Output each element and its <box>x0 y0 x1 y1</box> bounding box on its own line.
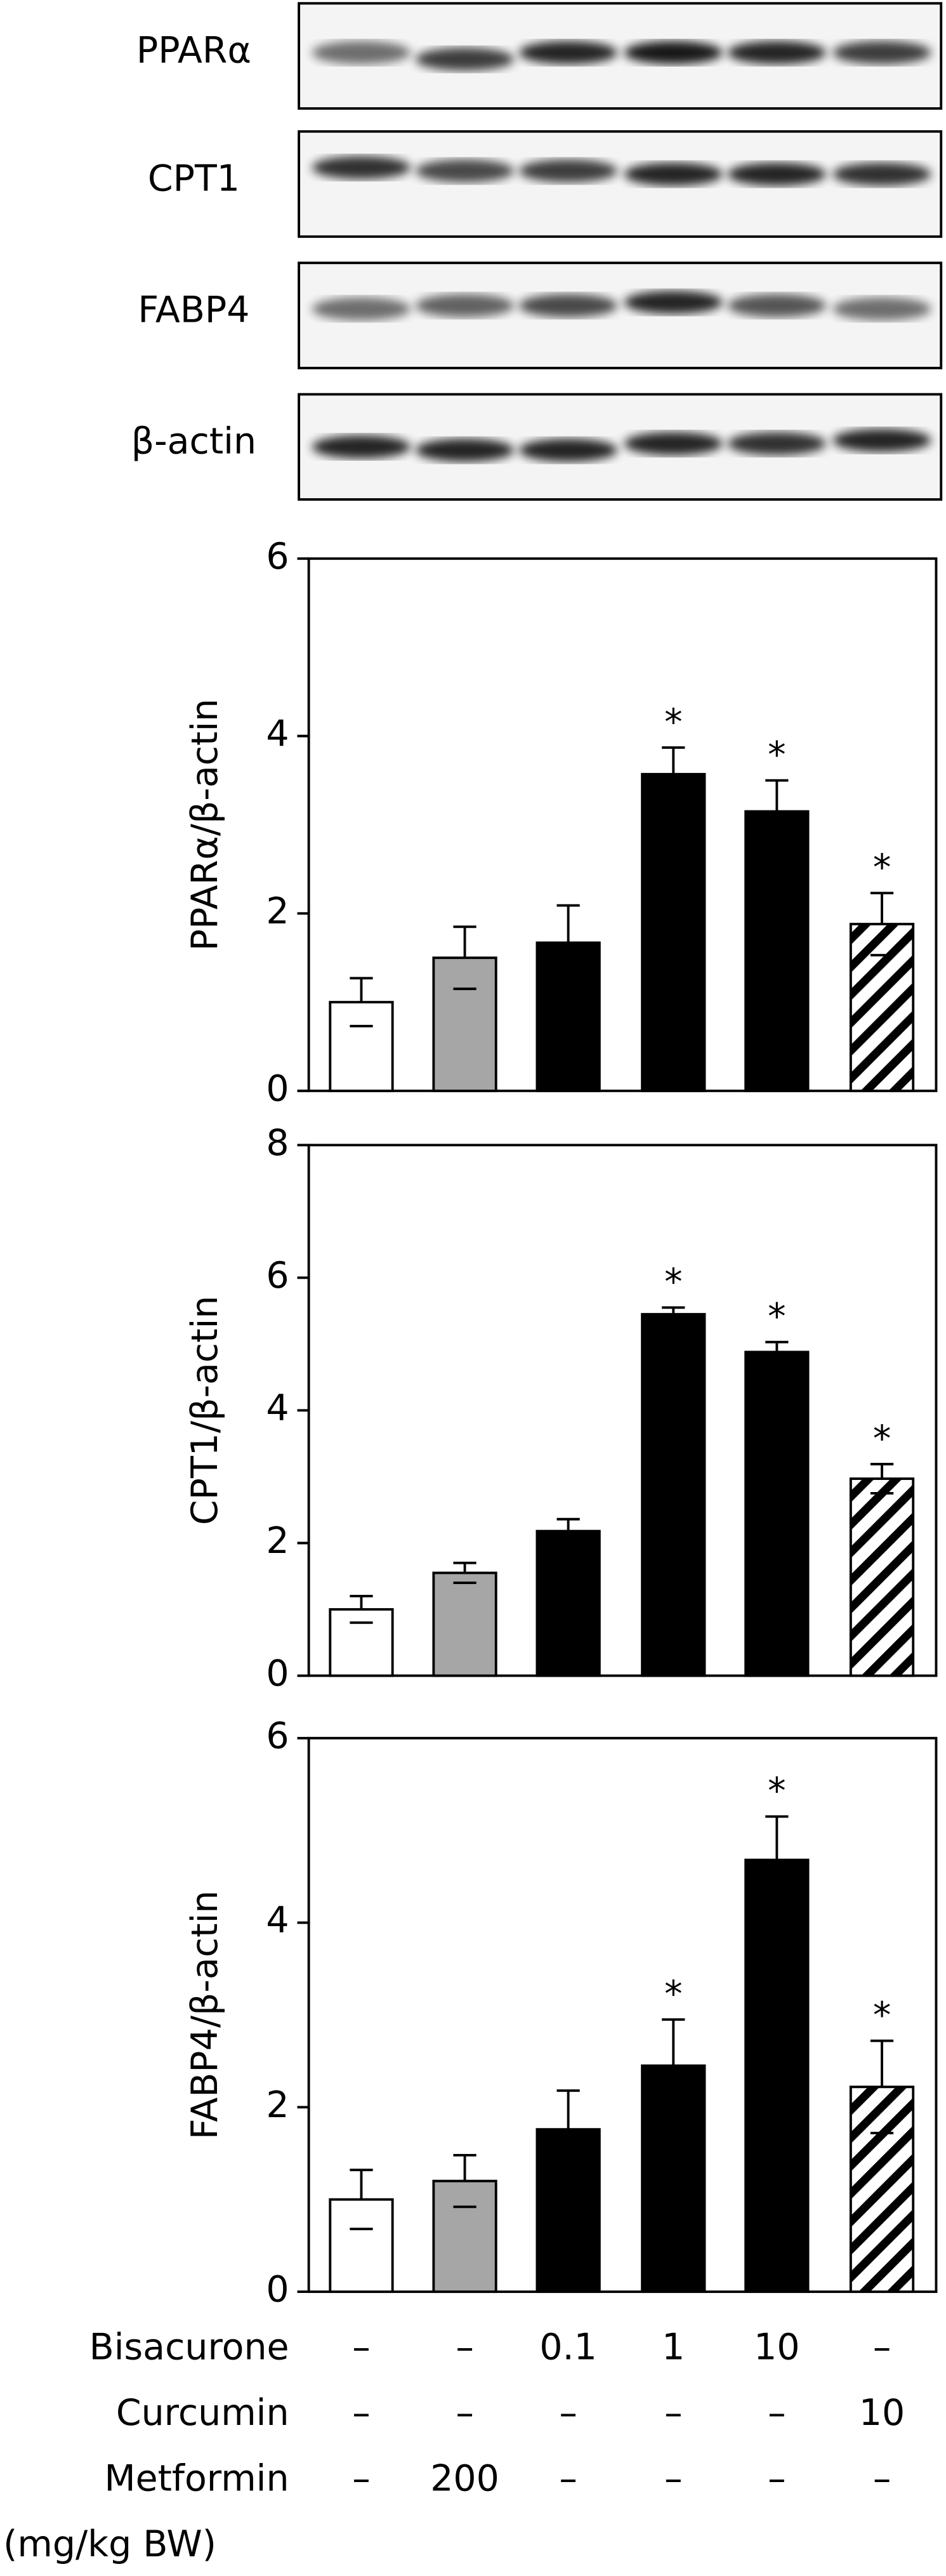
y-tick-label: 4 <box>266 713 289 755</box>
blot-band <box>518 294 618 317</box>
significance-mark: * <box>873 847 891 889</box>
y-tick-label: 6 <box>266 1715 289 1757</box>
blot-band <box>727 432 827 456</box>
significance-mark: * <box>664 1974 682 2016</box>
bar <box>849 923 915 1092</box>
blot-band <box>832 428 931 452</box>
blot-band <box>415 439 515 462</box>
y-tick-label: 2 <box>266 2084 289 2126</box>
blot-label: CPT1 <box>148 157 240 199</box>
treatment-dose: – <box>664 2457 682 2499</box>
bar <box>329 1608 394 1677</box>
treatment-label: Curcumin <box>116 2392 289 2434</box>
treatment-unit: (mg/kg BW) <box>3 2523 216 2565</box>
treatment-dose: – <box>664 2392 682 2434</box>
blot-band <box>832 41 931 65</box>
treatment-dose: – <box>559 2457 577 2499</box>
treatment-dose: – <box>456 2392 473 2434</box>
bar <box>329 1001 394 1092</box>
plot-frame <box>307 1736 938 2294</box>
treatment-dose: – <box>873 2326 891 2368</box>
treatment-dose: – <box>456 2326 473 2368</box>
bar <box>744 1351 810 1677</box>
blot-band <box>312 297 411 320</box>
blot-band <box>415 48 515 71</box>
blot-frame <box>298 130 943 238</box>
bar <box>849 1477 915 1677</box>
bar <box>641 1312 706 1677</box>
treatment-dose: – <box>768 2457 785 2499</box>
treatment-dose: – <box>768 2392 785 2434</box>
blot-band <box>727 41 827 65</box>
treatment-dose: – <box>559 2392 577 2434</box>
treatment-dose: – <box>873 2457 891 2499</box>
treatment-dose: – <box>352 2457 370 2499</box>
blot-band <box>518 41 618 65</box>
y-tick-label: 0 <box>266 1653 289 1694</box>
blot-label: β-actin <box>131 421 256 463</box>
treatment-dose: 10 <box>754 2326 799 2368</box>
plot-frame <box>307 557 938 1092</box>
significance-mark: * <box>768 1296 785 1338</box>
treatment-dose: – <box>352 2392 370 2434</box>
blot-band <box>624 432 723 456</box>
blot-band <box>312 41 411 65</box>
bar <box>535 1529 601 1677</box>
blot-band <box>624 162 723 186</box>
y-tick-label: 2 <box>266 890 289 932</box>
y-tick-label: 4 <box>266 1899 289 1941</box>
blot-band <box>624 291 723 314</box>
treatment-dose: 10 <box>859 2392 905 2434</box>
significance-mark: * <box>664 701 682 743</box>
blot-band <box>518 439 618 462</box>
treatment-label: Metformin <box>104 2457 289 2499</box>
y-tick-label: 0 <box>266 2269 289 2311</box>
blot-band <box>312 435 411 459</box>
significance-mark: * <box>664 1262 682 1304</box>
blot-band <box>518 159 618 183</box>
treatment-dose: – <box>352 2326 370 2368</box>
plot-frame <box>307 1144 938 1677</box>
blot-label: FABP4 <box>138 289 249 331</box>
significance-mark: * <box>768 1771 785 1813</box>
y-tick-label: 4 <box>266 1387 289 1429</box>
bar <box>432 1571 497 1677</box>
significance-mark: * <box>873 1995 891 2037</box>
bar <box>432 956 497 1092</box>
blot-band <box>624 41 723 65</box>
bar <box>744 1858 810 2294</box>
treatment-dose: 0.1 <box>539 2326 597 2368</box>
blot-label: PPARα <box>136 30 251 72</box>
bar <box>535 2128 601 2294</box>
y-tick-label: 2 <box>266 1520 289 1562</box>
bar <box>329 2198 394 2294</box>
significance-mark: * <box>768 734 785 776</box>
bar <box>432 2179 497 2294</box>
bar <box>641 772 706 1092</box>
bar <box>849 2085 915 2294</box>
y-tick-label: 0 <box>266 1068 289 1110</box>
treatment-dose: 1 <box>662 2326 685 2368</box>
blot-band <box>727 294 827 317</box>
bar <box>535 941 601 1092</box>
blot-band <box>727 162 827 186</box>
treatment-label: Bisacurone <box>89 2326 289 2368</box>
blot-band <box>312 155 411 180</box>
y-tick-label: 6 <box>266 536 289 578</box>
y-axis-label: CPT1/β-actin <box>184 1296 226 1526</box>
treatment-dose: 200 <box>430 2457 499 2499</box>
y-axis-label: PPARα/β-actin <box>184 699 226 951</box>
y-tick-label: 8 <box>266 1122 289 1164</box>
significance-mark: * <box>873 1418 891 1460</box>
blot-band <box>832 162 931 186</box>
blot-band <box>415 294 515 317</box>
blot-frame <box>298 261 943 369</box>
y-tick-label: 6 <box>266 1255 289 1297</box>
bar <box>641 2064 706 2294</box>
bar <box>744 810 810 1092</box>
y-axis-label: FABP4/β-actin <box>184 1891 226 2140</box>
blot-band <box>832 297 931 320</box>
blot-band <box>415 159 515 183</box>
